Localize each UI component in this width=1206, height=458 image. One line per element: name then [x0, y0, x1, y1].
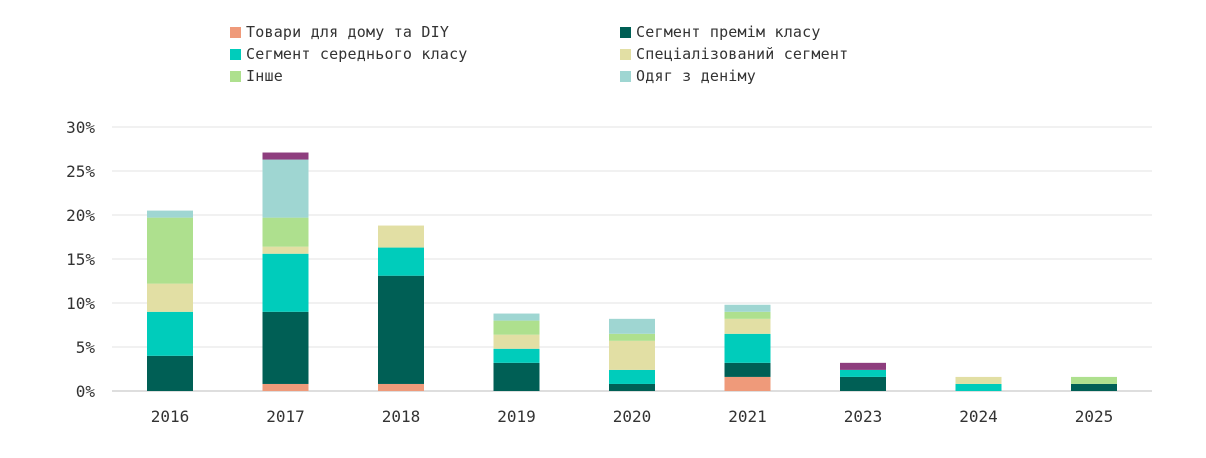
legend-label: Сегмент середнього класу [246, 45, 468, 63]
bar-segment [840, 376, 886, 391]
legend-swatch [230, 70, 241, 82]
bar-segment [147, 210, 193, 218]
bar-segment [378, 247, 424, 276]
bar-segment [262, 159, 309, 218]
bar-segment [262, 383, 309, 391]
bar-segment [378, 275, 424, 384]
x-tick-label: 2023 [844, 407, 883, 426]
bar-segment [724, 376, 771, 391]
bar-segment [378, 225, 424, 248]
x-tick-label: 2017 [266, 407, 305, 426]
bar-segment [840, 362, 886, 370]
x-tick-label: 2020 [613, 407, 652, 426]
legend-swatch [620, 70, 631, 82]
legend-label: Інше [246, 67, 283, 85]
legend-swatch [620, 26, 631, 38]
legend-swatch [230, 26, 241, 38]
bar-segment [493, 334, 540, 349]
x-tick-label: 2019 [497, 407, 536, 426]
bar-segment [1071, 376, 1117, 384]
bar-segment [609, 318, 655, 334]
y-tick-label: 25% [66, 162, 95, 181]
bar-segment [724, 304, 771, 312]
legend-label: Товари для дому та DIY [246, 23, 450, 41]
y-tick-label: 30% [66, 118, 95, 137]
y-tick-label: 0% [76, 382, 96, 401]
legend-item: Інше [230, 66, 620, 86]
legend-label: Одяг з деніму [636, 67, 756, 85]
bar-segment [724, 333, 771, 363]
x-tick-label: 2018 [382, 407, 421, 426]
bar-segment [1071, 383, 1117, 391]
legend-label: Сегмент премім класу [636, 23, 821, 41]
y-tick-label: 5% [76, 338, 96, 357]
bar-segment [955, 376, 1002, 384]
bar-segment [147, 355, 193, 391]
bar-segment [262, 253, 309, 312]
legend-item: Одяг з деніму [620, 66, 930, 86]
bar-segment [724, 362, 771, 377]
bar-segment [493, 320, 540, 335]
y-tick-label: 10% [66, 294, 95, 313]
bar-segment [378, 383, 424, 391]
legend: Товари для дому та DIY Сегмент премім кла… [230, 22, 930, 86]
bar-segment [262, 217, 309, 247]
legend-swatch [620, 48, 631, 60]
legend-item: Спеціалізований сегмент [620, 44, 930, 64]
x-tick-label: 2021 [728, 407, 767, 426]
bar-segment [609, 333, 655, 341]
bar-segment [493, 313, 540, 321]
bar-segment [147, 311, 193, 356]
x-tick-label: 2016 [151, 407, 190, 426]
legend-label: Спеціалізований сегмент [636, 45, 849, 63]
legend-item: Сегмент середнього класу [230, 44, 620, 64]
bar-segment [262, 152, 309, 160]
x-tick-label: 2025 [1075, 407, 1114, 426]
bar-segment [147, 283, 193, 312]
bar-segment [493, 362, 540, 391]
legend-swatch [230, 48, 241, 60]
bar-segment [493, 348, 540, 363]
legend-item: Сегмент премім класу [620, 22, 930, 42]
y-tick-label: 20% [66, 206, 95, 225]
legend-item: Товари для дому та DIY [230, 22, 620, 42]
bar-segment [262, 246, 309, 254]
y-tick-label: 15% [66, 250, 95, 269]
bar-segment [840, 369, 886, 377]
bar-segment [955, 383, 1002, 391]
bar-segment [262, 311, 309, 384]
bar-segment [609, 369, 655, 384]
bar-segment [724, 311, 771, 319]
bar-segment [609, 340, 655, 370]
bar-segment [724, 318, 771, 334]
bar-segment [147, 217, 193, 284]
bar-segment [609, 383, 655, 391]
x-tick-label: 2024 [959, 407, 998, 426]
